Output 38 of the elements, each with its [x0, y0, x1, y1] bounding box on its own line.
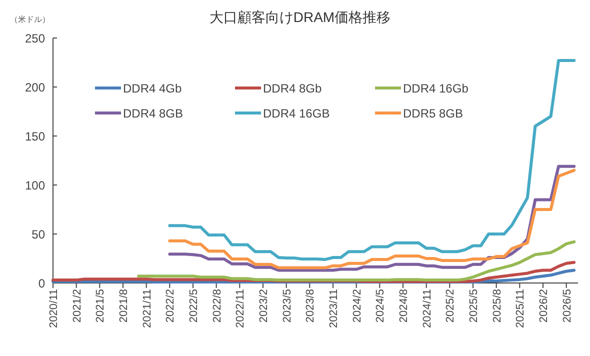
x-tick-label: 2024/8 — [398, 289, 410, 323]
x-tick-label: 2025/5 — [468, 289, 480, 323]
y-tick-label: 250 — [24, 32, 46, 46]
x-tick-label: 2020/11 — [48, 289, 60, 328]
x-tick-label: 2023/5 — [281, 289, 294, 323]
x-tick-label: 2024/2 — [351, 289, 364, 323]
legend-label: DDR4 16Gb — [403, 82, 469, 96]
line-series — [137, 240, 576, 282]
x-tick-label: 2026/5 — [561, 289, 574, 323]
x-tick-label: 2025/2 — [444, 289, 457, 323]
x-tick-label: 2021/11 — [141, 289, 154, 328]
x-tick-label: 2024/11 — [421, 289, 434, 328]
y-tick-label: 50 — [32, 228, 46, 242]
legend-label: DDR4 8GB — [123, 106, 184, 120]
x-tick-label: 2022/5 — [188, 289, 200, 323]
x-tick-label: 2022/2 — [164, 289, 177, 323]
legend-label: DDR4 16GB — [263, 106, 330, 120]
x-tick-label: 2021/5 — [94, 289, 107, 323]
x-tick-label: 2025/8 — [491, 289, 504, 323]
x-tick-label: 2024/5 — [374, 289, 387, 323]
x-tick-label: 2025/11 — [514, 289, 527, 328]
y-axis-title: （米ドル） — [10, 15, 50, 24]
legend-label: DDR4 8Gb — [263, 82, 322, 96]
y-tick-label: 150 — [24, 130, 46, 144]
x-tick-label: 2022/8 — [211, 289, 224, 323]
x-tick-label: 2023/2 — [258, 289, 270, 323]
x-tick-label: 2021/2 — [71, 289, 84, 323]
x-tick-label: 2023/8 — [304, 289, 317, 323]
x-tick-label: 2023/11 — [328, 289, 340, 328]
legend-label: DDR5 8GB — [403, 106, 464, 120]
x-tick-label: 2022/11 — [234, 289, 247, 328]
legend-label: DDR4 4Gb — [123, 82, 182, 96]
y-tick-label: 100 — [24, 178, 46, 192]
y-tick-label: 200 — [24, 80, 46, 94]
x-tick-label: 2026/2 — [538, 289, 550, 323]
y-tick-label: 0 — [38, 276, 46, 290]
chart-title: 大口顧客向けDRAM価格推移 — [209, 9, 391, 25]
x-tick-label: 2021/8 — [118, 289, 130, 323]
